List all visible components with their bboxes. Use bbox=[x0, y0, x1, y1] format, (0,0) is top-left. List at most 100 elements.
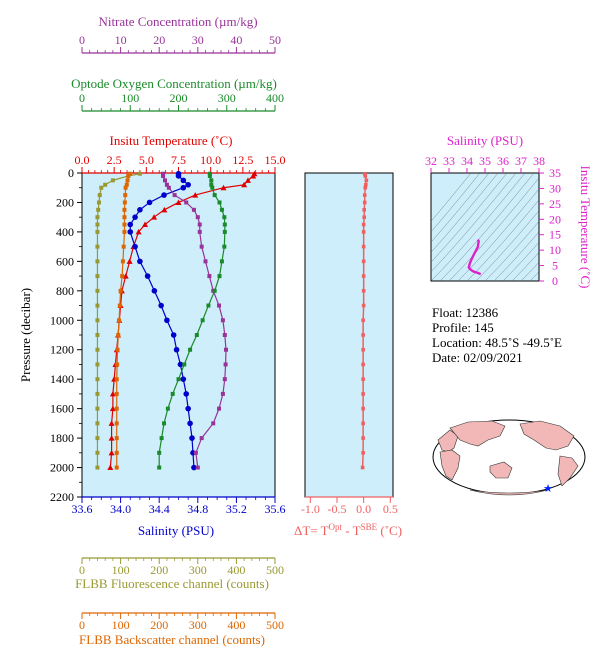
flbb-fluorescence-channel-point bbox=[95, 215, 100, 220]
ts-density-contour bbox=[511, 251, 539, 281]
nitrate-concentration-point bbox=[223, 347, 228, 352]
temperature-axis-tick-label: 12.5 bbox=[232, 153, 253, 167]
nitrate-concentration-point bbox=[197, 229, 202, 234]
pressure-tick-label: 600 bbox=[56, 254, 74, 268]
optode-oxygen-concentration-point bbox=[182, 362, 187, 367]
insitu-temperature-point bbox=[122, 273, 129, 279]
ts-density-contour bbox=[431, 173, 508, 263]
flbb-fluorescence-channel-point bbox=[95, 333, 100, 337]
flbb-fluorescence-channel-point bbox=[95, 450, 100, 455]
float-id: Float: 12386 bbox=[432, 305, 499, 320]
flbb-backscatter-channel-point bbox=[128, 171, 133, 176]
optode-oxygen-concentration-point bbox=[200, 318, 205, 323]
salinity-point bbox=[183, 391, 190, 397]
optode-oxygen-concentration-point bbox=[222, 215, 227, 220]
optode-oxygen-concentration-point bbox=[222, 222, 227, 227]
salinity-point bbox=[144, 273, 151, 279]
pressure-tick-label: 1200 bbox=[50, 343, 74, 357]
salinity-point bbox=[175, 173, 182, 179]
nitrate-concentration-point bbox=[161, 171, 166, 176]
optode-oxygen-concentration-point bbox=[194, 333, 199, 337]
delta-t-tick-label: -0.5 bbox=[328, 502, 347, 516]
fluorescence-axis-label: FLBB Fluorescence channel (counts) bbox=[75, 576, 269, 591]
flbb-fluorescence-channel-point bbox=[95, 377, 100, 382]
salinity-point bbox=[180, 184, 187, 191]
delta-t-series bbox=[360, 171, 369, 470]
flbb-backscatter-channel-point bbox=[114, 391, 119, 396]
insitu-temperature-point bbox=[175, 199, 182, 205]
ts-salinity-tick-label: 38 bbox=[533, 154, 545, 168]
ts-density-contour bbox=[502, 241, 539, 281]
delta-t-axis-label: ΔT= TOpt - TSBE (˚C) bbox=[294, 522, 402, 538]
oxygen-axis-tick-label: 300 bbox=[218, 91, 236, 105]
salinity-point bbox=[151, 288, 158, 294]
nitrate-concentration-point bbox=[195, 215, 200, 220]
flbb-backscatter-channel-point bbox=[123, 193, 128, 198]
optode-oxygen-concentration-point bbox=[188, 347, 193, 352]
optode-oxygen-concentration-point bbox=[162, 421, 167, 426]
ts-density-contour bbox=[431, 173, 517, 273]
salinity-point bbox=[158, 302, 164, 309]
ts-profile-curve bbox=[467, 239, 482, 276]
flbb-fluorescence-channel-point bbox=[95, 406, 100, 411]
salinity-point bbox=[127, 229, 134, 235]
temperature-axis-label: Insitu Temperature (˚C) bbox=[109, 133, 232, 148]
flbb-fluorescence-channel-point bbox=[95, 347, 100, 352]
ts-density-contours bbox=[431, 173, 539, 281]
delta-t-point bbox=[361, 451, 365, 455]
map-land-australia bbox=[489, 461, 513, 479]
pressure-tick-label: 800 bbox=[56, 284, 74, 298]
flbb-backscatter-channel-point bbox=[122, 207, 127, 212]
optode-oxygen-concentration-point bbox=[210, 185, 215, 190]
flbb-fluorescence-channel-point bbox=[95, 362, 100, 367]
delta-t-point bbox=[362, 171, 367, 176]
salinity-point bbox=[185, 405, 191, 412]
flbb-fluorescence-channel-point bbox=[95, 229, 100, 234]
flbb-fluorescence-channel-point bbox=[110, 178, 115, 183]
optode-oxygen-concentration-point bbox=[207, 173, 212, 178]
ts-density-contour bbox=[431, 173, 481, 233]
pressure-tick-label: 200 bbox=[56, 195, 74, 209]
world-map: ★ bbox=[432, 419, 586, 496]
nitrate-axis-tick-label: 20 bbox=[153, 33, 165, 47]
nitrate-axis-tick-label: 10 bbox=[115, 33, 127, 47]
flbb-backscatter-channel-point bbox=[115, 347, 120, 352]
map-land-americas-west bbox=[437, 429, 459, 453]
nitrate-concentration-point bbox=[162, 178, 167, 183]
temperature-axis-tick-label: 2.5 bbox=[107, 153, 122, 167]
temperature-axis-tick-label: 7.5 bbox=[171, 153, 186, 167]
delta-t-point bbox=[363, 185, 368, 190]
pressure-axis: 0 200 400 600 800 1000 1200 1400 1600 1800 2000 220… bbox=[50, 166, 82, 504]
delta-t-point bbox=[361, 421, 365, 426]
fluorescence-axis-tick-label: 300 bbox=[189, 563, 207, 577]
insitu-temperature-point bbox=[109, 405, 116, 412]
salinity-point bbox=[161, 192, 167, 198]
ts-diagram-area bbox=[430, 172, 540, 282]
float-location-marker: ★ bbox=[543, 483, 553, 495]
delta-t-point bbox=[361, 303, 366, 308]
flbb-backscatter-channel-point bbox=[122, 200, 127, 205]
insitu-temperature-point bbox=[161, 206, 168, 213]
optode-oxygen-concentration-point bbox=[176, 377, 181, 382]
insitu-temperature-point bbox=[250, 172, 257, 179]
ts-salinity-axis-label: Salinity (PSU) bbox=[447, 133, 523, 148]
nitrate-concentration-point bbox=[166, 185, 171, 190]
salinity-point bbox=[137, 207, 143, 213]
ts-temperature-tick-label: 35 bbox=[549, 166, 561, 180]
salinity-point bbox=[191, 464, 197, 471]
backscatter-axis: 0 100 200 300 400 500 bbox=[79, 612, 284, 632]
profile-plot-area bbox=[81, 172, 276, 498]
oxygen-axis: 0 100 200 300 400 bbox=[79, 91, 284, 112]
pressure-tick-label: 1000 bbox=[50, 313, 74, 327]
delta-t-point bbox=[362, 200, 367, 205]
optode-oxygen-concentration-point bbox=[157, 450, 162, 455]
nitrate-concentration-point bbox=[191, 207, 196, 212]
insitu-temperature-point bbox=[192, 192, 199, 198]
delta-t-point bbox=[363, 174, 368, 178]
flbb-fluorescence-channel-point bbox=[95, 465, 100, 470]
profile-date: Date: 02/09/2021 bbox=[432, 350, 523, 365]
pressure-axis-label: Pressure (decibar) bbox=[18, 288, 33, 382]
nitrate-axis-tick-label: 50 bbox=[269, 33, 281, 47]
delta-t-tick-label: 0.5 bbox=[383, 502, 398, 516]
ts-temperature-axis-label: Insitu Temperature (˚C) bbox=[578, 165, 593, 288]
